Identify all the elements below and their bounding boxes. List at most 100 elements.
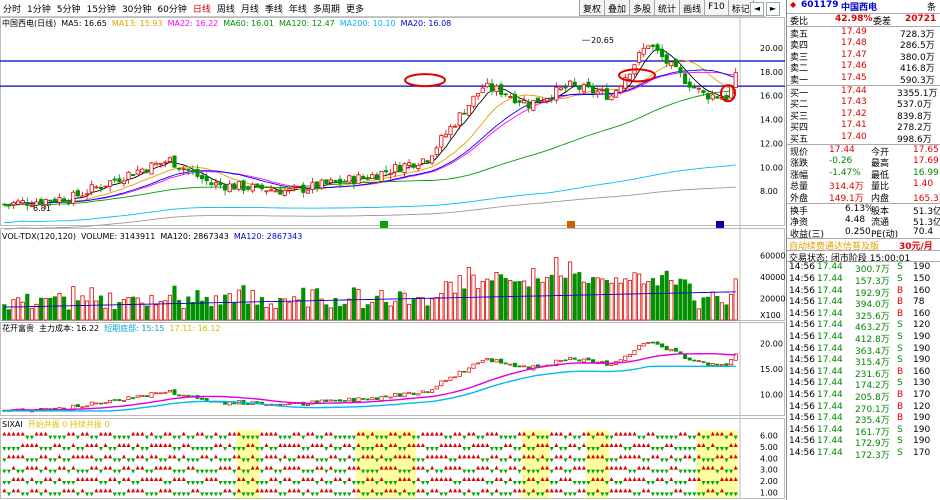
sixai-arrow-icon (471, 477, 476, 481)
sixai-arrow-icon (572, 435, 577, 440)
sixai-arrow-icon (213, 469, 218, 474)
sixai-arrow-icon (186, 492, 191, 497)
sixai-arrow-icon (430, 431, 435, 436)
sixai-arrow-icon (181, 443, 186, 447)
sixai-arrow-icon (637, 465, 642, 470)
volume-bar (522, 280, 527, 321)
volume-bar (669, 280, 674, 321)
candle-body (393, 164, 398, 173)
quote-row-cell: 最高 (871, 159, 890, 170)
stock-menu[interactable]: 条 (927, 3, 937, 13)
volume-bar (660, 275, 665, 321)
volume-bar (434, 297, 439, 321)
vol-info-bar: VOL-TDX(120,120) VOLUME: 3143911 MA120: … (0, 230, 785, 242)
period-tab-11[interactable]: 多周期 (312, 4, 340, 15)
volume-bar (448, 281, 453, 321)
period-tab-1[interactable]: 1分钟 (27, 4, 51, 15)
tick-row-cell: 170 (913, 390, 931, 400)
volume-bar (66, 309, 71, 321)
sixai-arrow-icon (522, 488, 527, 493)
volume-bar (637, 273, 642, 321)
sixai-arrow-icon (568, 431, 573, 436)
candle-body (600, 89, 605, 92)
sixai-arrow-icon (278, 481, 283, 485)
candle-body (218, 182, 223, 186)
volume-bar (439, 292, 444, 321)
period-tab-6[interactable]: 日线 (192, 4, 211, 15)
sixai-arrow-icon (618, 488, 623, 493)
tick-row-cell: S (897, 262, 903, 273)
tick-row-cell: S (897, 343, 903, 354)
quote-row-cell: 149.1万 (829, 193, 864, 204)
period-tab-3[interactable]: 15分钟 (86, 4, 116, 15)
volume-bar (646, 281, 651, 321)
chart-canvas[interactable]: 20.0018.0016.0014.0012.0010.008.0020.656… (0, 0, 785, 500)
candle-body (108, 180, 113, 187)
sixai-arrow-icon (425, 481, 430, 485)
sixai-arrow-icon (117, 443, 122, 447)
period-tab-12[interactable]: 更多 (345, 4, 364, 15)
sixai-arrow-icon (531, 447, 536, 451)
sixai-highlight (374, 430, 380, 498)
period-tab-2[interactable]: 5分钟 (56, 4, 81, 15)
sixai-arrow-icon (356, 458, 361, 463)
volume-bar (154, 304, 159, 321)
tool-button-3[interactable]: 统计 (654, 0, 681, 16)
sixai-arrow-icon (591, 435, 596, 440)
tool-button-4[interactable]: 画线 (679, 0, 706, 16)
flower-candle (558, 360, 563, 362)
sixai-arrow-icon (287, 435, 292, 440)
sixai-arrow-icon (397, 447, 402, 451)
period-tab-5[interactable]: 60分钟 (157, 4, 187, 15)
sixai-arrow-icon (480, 465, 485, 470)
candle-body (563, 86, 568, 89)
candle-body (241, 180, 246, 191)
sixai-arrow-icon (733, 477, 738, 481)
flower-short-line (4, 365, 736, 412)
banner[interactable]: 自动续费通达信普及版 30元/月 (787, 238, 940, 252)
tool-button-2[interactable]: 多股 (629, 0, 656, 16)
sixai-arrow-icon (250, 435, 255, 440)
volume-bar (75, 300, 80, 321)
volume-bar (715, 295, 720, 321)
back-icon[interactable]: ◄ (750, 2, 764, 16)
candle-body (264, 190, 269, 193)
volume-bar (131, 296, 136, 321)
sixai-arrow-icon (494, 454, 499, 459)
period-tab-10[interactable]: 年线 (288, 4, 307, 15)
main-axis-tick: 12.00 (760, 139, 783, 148)
tick-row-cell: B (897, 308, 904, 319)
sixai-arrow-icon (296, 443, 301, 447)
tool-button-5[interactable]: F10 (704, 0, 729, 16)
sixai-arrow-icon (655, 492, 660, 497)
sixai-arrow-icon (305, 469, 310, 474)
sixai-arrow-icon (733, 454, 738, 459)
sixai-arrow-icon (531, 488, 536, 493)
tick-row-cell: 190 (913, 424, 931, 435)
period-tab-4[interactable]: 30分钟 (121, 4, 152, 15)
ask-row-cell: 卖一 (790, 75, 809, 86)
volume-bar (402, 292, 407, 321)
tick-row-cell: 17.44 (817, 413, 843, 424)
sixai-arrow-icon (2, 447, 7, 451)
sixai-arrow-icon (660, 458, 665, 463)
sixai-arrow-icon (503, 443, 508, 447)
period-tab-9[interactable]: 季线 (264, 4, 283, 15)
sixai-arrow-icon (282, 477, 287, 481)
period-tab-8[interactable]: 月线 (240, 4, 259, 15)
period-tab-0[interactable]: 分时 (3, 4, 22, 15)
tool-button-0[interactable]: 复权 (579, 0, 606, 16)
flower-candle (471, 363, 476, 369)
sixai-arrow-icon (264, 443, 269, 447)
sixai-arrow-icon (351, 465, 356, 470)
sixai-arrow-icon (678, 431, 683, 436)
sixai-arrow-icon (204, 454, 209, 459)
candle-body (572, 81, 577, 86)
period-tab-7[interactable]: 周线 (216, 4, 235, 15)
forward-icon[interactable]: ► (766, 2, 780, 16)
event-marker-icon (380, 221, 388, 228)
tool-button-1[interactable]: 叠加 (604, 0, 631, 16)
sixai-arrow-icon (586, 492, 591, 497)
sixai-arrow-icon (494, 447, 499, 451)
candle-body (39, 199, 44, 205)
